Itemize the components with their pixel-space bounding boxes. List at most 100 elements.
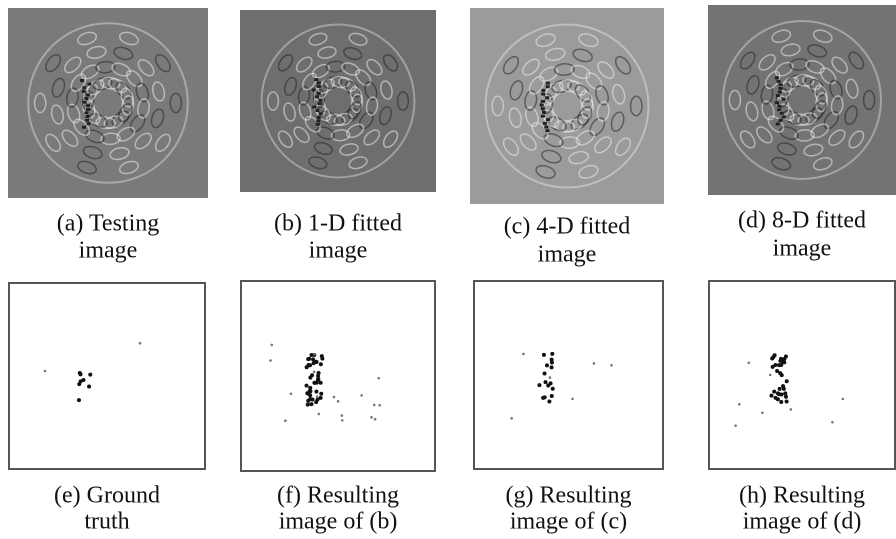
pattern-dark-spot [777,105,781,108]
pattern-dark-spot [777,108,781,111]
pattern-dark-spot [546,85,550,88]
detected-point [337,400,340,403]
pattern-dark-spot [776,123,780,126]
detected-point [312,361,316,365]
figure-panel: (h) Resultingimage of (d) [709,281,895,535]
panel-caption: truth [84,509,129,535]
pattern-dark-spot [544,126,548,129]
pattern-dark-spot [778,87,782,90]
detected-point [333,396,336,399]
detected-point [779,400,783,404]
detected-point [44,370,47,373]
panel-caption: image [79,238,138,264]
detected-point [738,403,741,406]
detected-point [761,411,764,414]
detected-point [571,398,574,401]
detected-point [543,372,547,376]
pattern-dark-spot [84,97,88,100]
panel-caption: image of (c) [510,509,627,535]
pattern-dark-spot [541,89,545,92]
detected-point [551,387,555,391]
detected-point [315,381,319,385]
result-frame [474,281,663,469]
detected-point [545,363,549,367]
pattern-dark-spot [540,104,544,107]
panel-caption: (c) 4-D fitted [504,214,631,240]
image-background [8,8,208,198]
detected-point [543,380,547,384]
detected-point [593,362,596,365]
detected-point [377,377,380,380]
pattern-dark-spot [314,78,318,81]
pattern-dark-spot [317,92,321,95]
detected-point [284,419,287,422]
detected-point [542,353,546,357]
pattern-dark-spot [87,83,91,86]
pattern-dark-spot [778,91,782,94]
detected-point [269,359,272,362]
pattern-dark-spot [779,83,783,86]
detected-point [777,363,781,367]
detected-point [319,396,323,400]
detected-point [319,392,323,396]
detected-point [341,419,344,422]
panel-caption: image [538,242,597,268]
pattern-dark-spot [317,85,321,88]
image-background [470,8,664,204]
detected-point [310,353,314,357]
pattern-dark-spot [782,98,786,101]
detected-point [550,360,554,364]
pattern-dark-spot [775,101,779,104]
result-frame [9,283,205,469]
pattern-dark-spot [541,115,545,118]
pattern-dark-spot [541,107,545,110]
detected-point [769,394,773,398]
detected-point [373,404,376,407]
detected-point [87,385,91,389]
pattern-dark-spot [315,95,319,98]
pattern-dark-spot [82,86,86,89]
detected-point [81,378,85,382]
pattern-dark-spot [315,109,319,112]
detected-point [316,395,319,398]
detected-point [780,358,784,362]
pattern-dark-spot [542,111,546,114]
detected-point [537,383,541,387]
detected-point [773,396,777,400]
pattern-dark-spot [316,123,320,126]
detected-point [308,393,312,397]
detected-point [360,394,363,397]
pattern-dark-spot [316,119,320,122]
pattern-dark-spot [541,93,545,96]
pattern-dark-spot [782,115,786,118]
detected-point [747,361,750,364]
detected-point [777,392,781,396]
pattern-dark-spot [86,93,90,96]
detected-point [79,372,83,376]
detected-point [290,392,293,395]
figure-panel: (c) 4-D fittedimage [470,8,664,268]
pattern-dark-spot [319,112,323,115]
pattern-dark-spot [82,126,86,129]
detected-point [306,403,310,407]
detected-point [543,395,547,399]
page-body: {"panels": [ {"caption": ["(a) Testing",… [0,0,896,539]
detected-point [378,404,381,407]
detected-point [77,398,81,402]
pattern-dark-spot [543,122,547,125]
detected-point [318,413,321,416]
figure-panel: (g) Resultingimage of (c) [474,281,663,535]
pattern-dark-spot [82,90,86,93]
detected-point [341,414,344,417]
detected-point [306,399,310,403]
pattern-dark-spot [86,108,90,111]
detected-point [785,400,789,404]
panel-caption: image of (b) [279,509,398,535]
result-frame [241,281,435,471]
detected-point [610,364,613,367]
detected-point [778,387,782,391]
panel-caption: image [773,236,832,262]
panel-caption: image of (d) [743,509,862,535]
pattern-dark-spot [83,101,87,104]
detected-point [310,373,314,377]
